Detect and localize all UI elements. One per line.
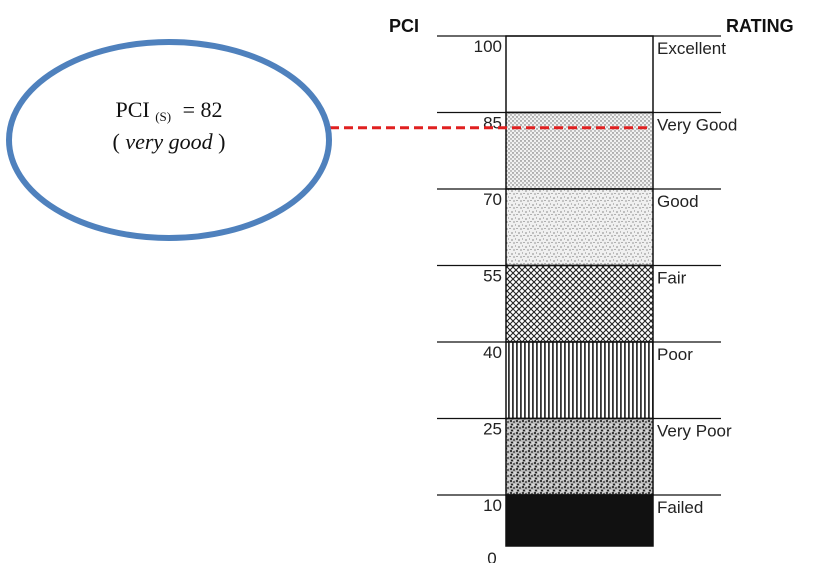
callout-subscript: (S) bbox=[155, 109, 171, 124]
tick-label-10: 10 bbox=[483, 496, 502, 515]
tick-label-100: 100 bbox=[474, 37, 502, 56]
tick-label-70: 70 bbox=[483, 190, 502, 209]
pci-callout: PCI (S) = 82 ( very good ) bbox=[6, 39, 332, 241]
rating-label-failed: Failed bbox=[657, 498, 703, 517]
rating-label-fair: Fair bbox=[657, 269, 687, 288]
callout-pci-label: PCI bbox=[115, 97, 149, 122]
callout-close-paren: ) bbox=[218, 129, 225, 154]
callout-value: = 82 bbox=[183, 97, 223, 122]
band-poor bbox=[505, 341, 654, 420]
callout-line1: PCI (S) = 82 bbox=[115, 97, 222, 126]
band-very-good bbox=[505, 111, 654, 190]
tick-label-25: 25 bbox=[483, 420, 502, 439]
tick-label-85: 85 bbox=[483, 114, 502, 133]
rating-header: RATING bbox=[726, 16, 794, 36]
band-very-poor bbox=[505, 417, 654, 496]
rating-label-good: Good bbox=[657, 192, 699, 211]
rating-label-excellent: Excellent bbox=[657, 39, 726, 58]
rating-label-very-good: Very Good bbox=[657, 116, 737, 135]
band-excellent bbox=[505, 35, 654, 114]
tick-label-40: 40 bbox=[483, 343, 502, 362]
rating-label-very-poor: Very Poor bbox=[657, 422, 732, 441]
band-failed bbox=[505, 494, 654, 547]
callout-open-paren: ( bbox=[112, 129, 119, 154]
pci-header: PCI bbox=[389, 16, 419, 36]
tick-label-55: 55 bbox=[483, 267, 502, 286]
band-fair bbox=[505, 264, 654, 343]
callout-ellipse bbox=[6, 39, 332, 241]
tick-label-0: 0 bbox=[487, 549, 496, 563]
rating-label-poor: Poor bbox=[657, 345, 693, 364]
band-good bbox=[505, 188, 654, 267]
callout-rating-italic: very good bbox=[125, 129, 213, 154]
callout-line2: ( very good ) bbox=[112, 129, 225, 154]
